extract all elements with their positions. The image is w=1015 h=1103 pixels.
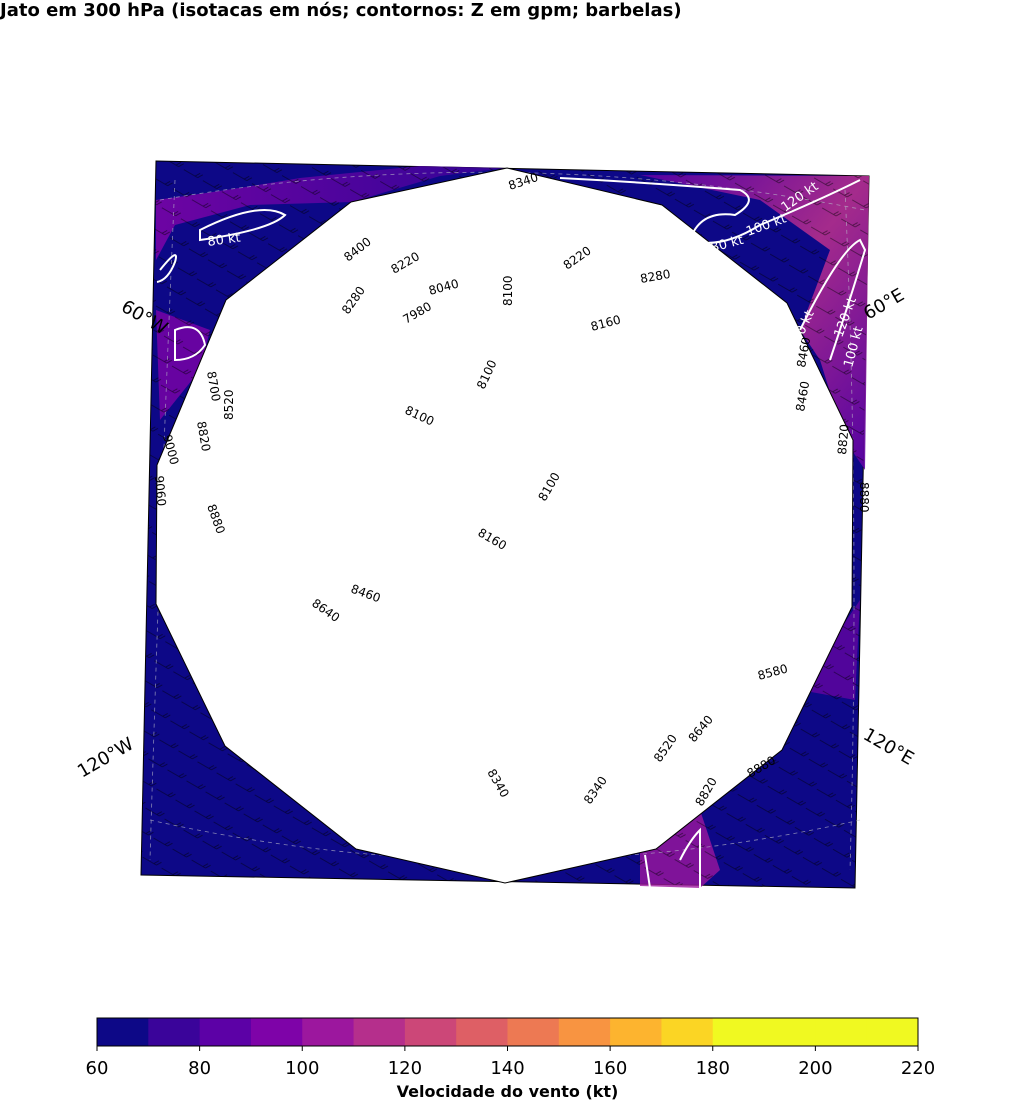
colorbar-segment xyxy=(764,1018,816,1046)
colorbar-segment xyxy=(815,1018,868,1046)
colorbar-segment xyxy=(148,1018,201,1046)
colorbar-segment xyxy=(866,1018,919,1046)
colorbar-segment xyxy=(302,1018,355,1046)
contour-label: 8820 xyxy=(194,420,213,453)
contour-label: 8460 xyxy=(794,336,813,369)
colorbar-segment xyxy=(250,1018,303,1046)
map-frame xyxy=(140,160,870,889)
contour-label: 8880 xyxy=(857,482,871,513)
contour-label: 8700 xyxy=(204,370,223,403)
colorbar-segment xyxy=(353,1018,406,1046)
colorbar-segment xyxy=(558,1018,611,1046)
colorbar-segment xyxy=(404,1018,457,1046)
colorbar: 60 80 100 120 140 160 180 200 220 xyxy=(86,1017,935,1079)
colorbar-segment xyxy=(199,1018,252,1046)
colorbar-tick-label: 120 xyxy=(388,1058,422,1079)
lon-label-120w: 120°W xyxy=(74,733,138,782)
isotach-label: 80 kt xyxy=(206,230,241,249)
lon-label-120e: 120°E xyxy=(860,724,918,770)
contour-label: 8460 xyxy=(793,380,812,413)
colorbar-tick-label: 180 xyxy=(696,1058,730,1079)
contour-label: 9060 xyxy=(152,475,169,507)
colorbar-label: Velocidade do vento (kt) xyxy=(396,1082,619,1101)
contour-label: 8100 xyxy=(501,275,515,306)
colorbar-segment xyxy=(712,1018,765,1046)
colorbar-tick-label: 200 xyxy=(798,1058,832,1079)
colorbar-tick-label: 160 xyxy=(593,1058,627,1079)
colorbar-tick-label: 80 xyxy=(188,1058,211,1079)
colorbar-tick-label: 140 xyxy=(490,1058,524,1079)
colorbar-segment xyxy=(456,1018,508,1046)
colorbar-segment xyxy=(661,1018,714,1046)
colorbar-segment xyxy=(610,1018,662,1046)
colorbar-tick-label: 100 xyxy=(285,1058,319,1079)
contour-label: 8820 xyxy=(835,424,852,456)
colorbar-segment xyxy=(97,1018,149,1046)
contour-label: 8280 xyxy=(639,267,672,286)
map-title: Jato em 300 hPa (isotacas em nós; contor… xyxy=(0,0,682,21)
colorbar-tick-label: 220 xyxy=(901,1058,935,1079)
contour-label: 8520 xyxy=(222,389,236,420)
colorbar-segment xyxy=(507,1018,560,1046)
colorbar-tick-label: 60 xyxy=(86,1058,109,1079)
